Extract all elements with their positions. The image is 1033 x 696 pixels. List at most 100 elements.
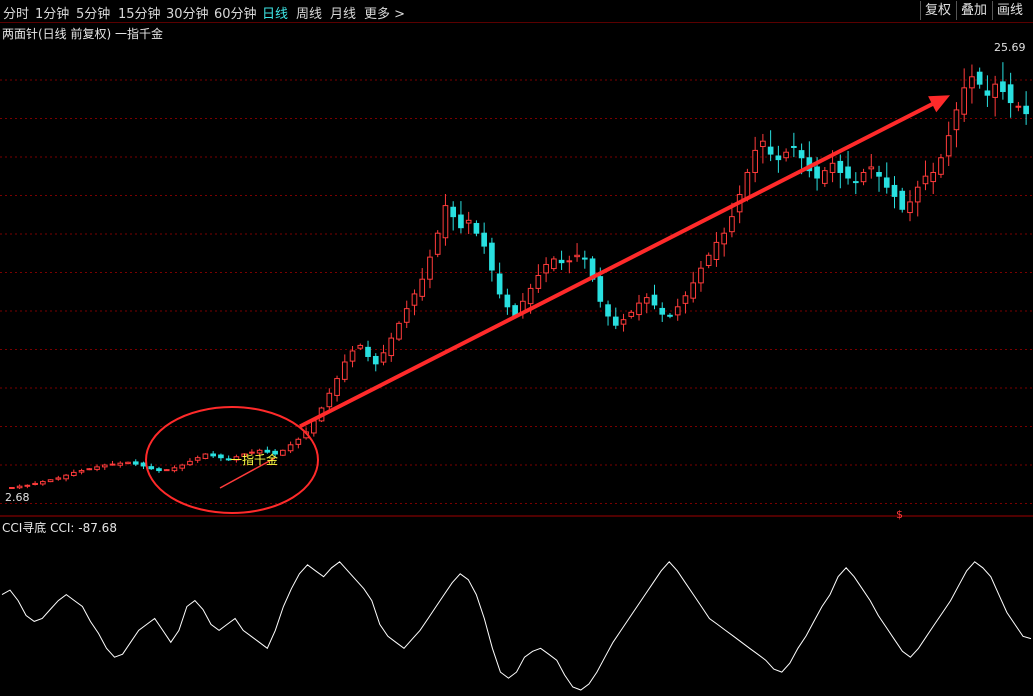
candle-body <box>566 260 573 263</box>
trend-arrow-head <box>928 95 950 113</box>
overlay-button[interactable]: 叠加 <box>956 1 991 20</box>
draw-line-button[interactable]: 画线 <box>992 1 1027 20</box>
candle-body <box>55 477 62 480</box>
trend-arrow-shaft <box>299 99 939 429</box>
high-price-label: 25.69 <box>994 41 1026 54</box>
tab-30min[interactable]: 30分钟 <box>166 7 209 22</box>
candle-body <box>1000 81 1006 93</box>
tab-weekly[interactable]: 周线 <box>296 7 323 22</box>
candle <box>574 243 580 262</box>
candle <box>837 154 844 189</box>
candle-body <box>9 486 15 489</box>
candle <box>605 300 611 326</box>
candle <box>1023 91 1029 125</box>
candle-body <box>179 464 186 469</box>
tab-60min[interactable]: 60分钟 <box>214 7 257 22</box>
tab-daily[interactable]: 日线 <box>262 7 289 22</box>
candle-body <box>651 294 658 306</box>
candle-body <box>713 241 720 261</box>
candle-body <box>210 453 216 457</box>
candle-body <box>938 157 944 175</box>
candle <box>326 388 333 411</box>
candle-body <box>628 311 635 317</box>
candle <box>922 160 929 191</box>
candle-body <box>280 449 286 456</box>
candle-body <box>202 453 209 459</box>
tab-more[interactable]: 更多 > <box>364 7 406 22</box>
tab-timeshare[interactable]: 分时 <box>3 7 30 22</box>
candle <box>667 313 673 319</box>
annotation-label: 一指千金 <box>230 452 278 467</box>
candle <box>698 260 704 292</box>
candle-body <box>63 474 69 480</box>
tab-monthly[interactable]: 月线 <box>330 7 357 22</box>
candle-body <box>140 462 147 467</box>
candle <box>287 441 294 454</box>
candle-body <box>125 461 131 465</box>
candle-body <box>47 479 54 483</box>
candle <box>806 141 813 178</box>
candle-body <box>899 190 906 210</box>
candle-body <box>860 171 867 183</box>
period-toolbar: 分时 1分钟 5分钟 15分钟 30分钟 60分钟 日线 周线 月线 更多 > … <box>0 0 1033 23</box>
candle-body <box>558 259 565 264</box>
candle <box>411 289 418 316</box>
tab-15min[interactable]: 15分钟 <box>118 7 161 22</box>
candle <box>280 449 286 457</box>
candle <box>961 68 968 122</box>
candle <box>713 232 720 267</box>
candle-body <box>620 319 627 325</box>
candle-body <box>458 214 464 229</box>
candle <box>32 481 38 486</box>
candle <box>721 227 727 257</box>
candle <box>94 464 100 472</box>
candle <box>620 313 627 332</box>
candle <box>651 284 658 310</box>
candle <box>179 463 186 472</box>
candle-body <box>16 485 23 489</box>
candle <box>272 449 278 457</box>
candle <box>953 102 960 148</box>
candle <box>752 136 758 183</box>
candle <box>551 256 557 272</box>
candle-body <box>419 278 426 297</box>
candle <box>938 153 944 178</box>
restore-rights-button[interactable]: 复权 <box>920 1 955 20</box>
candle <box>349 346 356 368</box>
candle-body <box>574 254 580 258</box>
candle <box>225 455 232 461</box>
candle-body <box>698 267 704 284</box>
candle <box>101 463 108 470</box>
candle-body <box>829 162 836 173</box>
candle-body <box>822 170 828 184</box>
candle-body <box>760 140 766 148</box>
candle-body <box>690 282 697 299</box>
candle-body <box>450 206 457 218</box>
candle-body <box>883 177 890 188</box>
candle <box>628 310 635 319</box>
candle-body <box>256 449 263 454</box>
candle <box>876 165 882 192</box>
candle-body <box>357 344 364 349</box>
candle-body <box>187 460 193 466</box>
candle-body <box>969 76 975 89</box>
tab-1min[interactable]: 1分钟 <box>35 7 70 22</box>
candle-body <box>891 184 898 197</box>
candle-body <box>241 453 247 457</box>
candle <box>334 375 340 402</box>
candle-body <box>976 71 983 85</box>
candle-body <box>272 450 278 455</box>
candle <box>659 302 666 322</box>
candle <box>419 268 426 301</box>
candle-body <box>543 263 549 274</box>
candle <box>791 132 797 158</box>
main-chart-title: 两面针(日线 前复权) 一指千金 <box>2 27 163 41</box>
candle-body <box>171 467 178 472</box>
candlestick-series <box>9 62 1029 490</box>
candle-body <box>94 466 100 470</box>
candle-body <box>109 463 116 466</box>
candle-body <box>434 232 441 255</box>
tab-5min[interactable]: 5分钟 <box>76 7 111 22</box>
candle-body <box>597 276 604 302</box>
